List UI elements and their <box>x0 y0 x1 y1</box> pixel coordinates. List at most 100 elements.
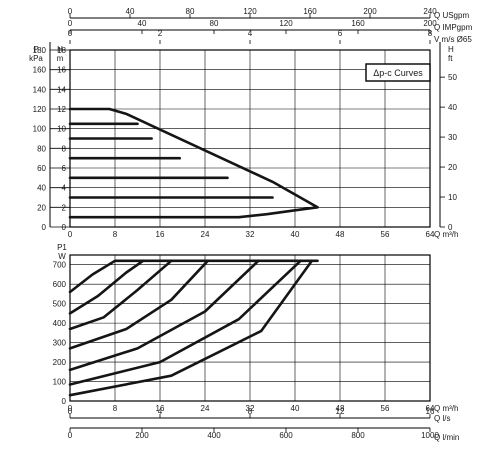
w-tick-label: 400 <box>53 319 67 328</box>
impgpm-axis-tick-label: 120 <box>279 19 293 28</box>
velocity-axis-tick-label: 4 <box>248 29 253 38</box>
velocity-axis-tick-label: 8 <box>428 29 433 38</box>
w-tick-label: 500 <box>53 300 67 309</box>
usgpm-axis-tick-label: 240 <box>423 7 437 16</box>
impgpm-axis-title: Q IMPgpm <box>434 23 473 32</box>
ls-axis-title: Q l/s <box>434 414 450 423</box>
ft-tick-label: 50 <box>448 73 457 82</box>
w-tick-label: 200 <box>53 358 67 367</box>
kpa-tick-label: 60 <box>37 164 46 173</box>
kpa-tick-label: 180 <box>33 46 47 55</box>
ft-axis-title-unit: ft <box>448 54 453 63</box>
top-x-axis-title: Q m³/h <box>434 230 458 239</box>
usgpm-axis-tick-label: 200 <box>363 7 377 16</box>
usgpm-axis-tick-label: 120 <box>243 7 257 16</box>
m-tick-label: 4 <box>62 184 67 193</box>
power-curve <box>68 259 145 315</box>
ls-axis-tick-label: 12 <box>336 407 345 416</box>
power-curve <box>68 259 319 294</box>
velocity-axis-title: V m/s Ø65 <box>434 35 472 44</box>
ft-tick-label: 0 <box>448 223 453 232</box>
impgpm-axis-tick-label: 200 <box>423 19 437 28</box>
kpa-tick-label: 100 <box>33 125 47 134</box>
w-axis-title-p: P1 <box>57 243 67 252</box>
top-x-tick-label: 48 <box>336 230 345 239</box>
usgpm-axis-tick-label: 160 <box>303 7 317 16</box>
ft-axis-title-h: H <box>448 45 454 54</box>
kpa-tick-label: 0 <box>42 223 47 232</box>
ls-axis-tick-label: 16 <box>426 407 435 416</box>
kpa-tick-label: 40 <box>37 184 46 193</box>
impgpm-axis-tick-label: 0 <box>68 19 73 28</box>
power-curve <box>68 259 314 397</box>
top-x-tick-label: 40 <box>291 230 300 239</box>
lmin-axis-tick-label: 800 <box>351 431 365 440</box>
bottom-x-tick-label: 64 <box>426 404 435 413</box>
kpa-tick-label: 140 <box>33 85 47 94</box>
kpa-tick-label: 80 <box>37 144 46 153</box>
head-curve <box>68 107 319 209</box>
bottom-x-tick-label: 40 <box>291 404 300 413</box>
top-x-tick-label: 32 <box>246 230 255 239</box>
w-axis-title-unit: W <box>58 252 66 261</box>
lmin-axis-tick-label: 200 <box>135 431 149 440</box>
bottom-x-tick-label: 48 <box>336 404 345 413</box>
top-x-tick-label: 0 <box>68 230 73 239</box>
bottom-x-tick-label: 0 <box>68 404 73 413</box>
impgpm-axis-tick-label: 160 <box>351 19 365 28</box>
usgpm-axis-tick-label: 0 <box>68 7 73 16</box>
ls-axis-tick-label: 0 <box>68 407 73 416</box>
top-x-tick-label: 56 <box>381 230 390 239</box>
m-tick-label: 12 <box>57 105 66 114</box>
lmin-axis-tick-label: 600 <box>279 431 293 440</box>
top-x-tick-label: 8 <box>113 230 118 239</box>
w-tick-label: 600 <box>53 280 67 289</box>
bottom-x-tick-label: 8 <box>113 404 118 413</box>
velocity-axis-tick-label: 2 <box>158 29 163 38</box>
kpa-tick-label: 120 <box>33 105 47 114</box>
top-x-tick-label: 16 <box>156 230 165 239</box>
lmin-axis-title: Q l/min <box>434 433 459 442</box>
bottom-x-tick-label: 32 <box>246 404 255 413</box>
m-tick-label: 2 <box>62 203 67 212</box>
head-curve <box>68 206 319 219</box>
bottom-x-tick-label: 56 <box>381 404 390 413</box>
lmin-axis-tick-label: 1000 <box>421 431 439 440</box>
w-tick-label: 0 <box>62 397 67 406</box>
power-curve <box>68 259 173 331</box>
impgpm-axis-tick-label: 80 <box>210 19 219 28</box>
w-tick-label: 700 <box>53 261 67 270</box>
usgpm-axis-tick-label: 40 <box>126 7 135 16</box>
velocity-axis-tick-label: 6 <box>338 29 343 38</box>
velocity-axis-tick-label: 0 <box>68 29 73 38</box>
ft-tick-label: 20 <box>448 163 457 172</box>
ft-tick-label: 40 <box>448 103 457 112</box>
ls-axis-tick-label: 8 <box>248 407 253 416</box>
legend-label: Δp-c Curves <box>373 68 423 78</box>
m-tick-label: 16 <box>57 66 66 75</box>
usgpm-axis-title: Q USgpm <box>434 11 469 20</box>
power-curve <box>68 259 260 372</box>
power-curve <box>68 259 302 386</box>
m-tick-label: 18 <box>57 46 66 55</box>
ls-axis-tick-label: 4 <box>158 407 163 416</box>
usgpm-axis-tick-label: 80 <box>186 7 195 16</box>
bottom-x-axis-title: Q m³/h <box>434 404 458 413</box>
lmin-axis-tick-label: 0 <box>68 431 73 440</box>
lmin-axis-tick-label: 400 <box>207 431 221 440</box>
m-axis-title-h: H <box>57 45 63 54</box>
bottom-x-tick-label: 16 <box>156 404 165 413</box>
m-tick-label: 8 <box>62 144 67 153</box>
w-tick-label: 100 <box>53 378 67 387</box>
kpa-axis-title-unit: kPa <box>29 54 43 63</box>
kpa-tick-label: 160 <box>33 66 47 75</box>
m-tick-label: 14 <box>57 85 66 94</box>
top-x-tick-label: 64 <box>426 230 435 239</box>
impgpm-axis-tick-label: 40 <box>138 19 147 28</box>
m-axis-title-unit: m <box>57 54 64 63</box>
m-tick-label: 10 <box>57 125 66 134</box>
m-tick-label: 6 <box>62 164 67 173</box>
